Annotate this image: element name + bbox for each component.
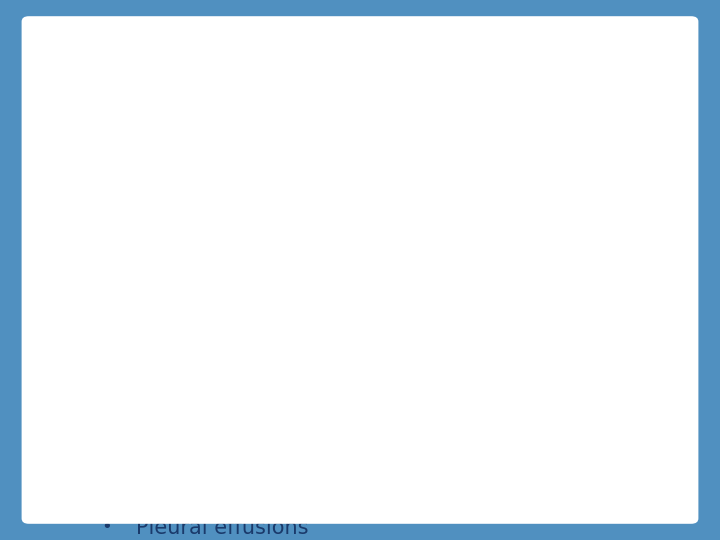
Text: Clinical: Signs of HF: Clinical: Signs of HF bbox=[78, 61, 642, 109]
Text: CM: Displaced apical impulse: CM: Displaced apical impulse bbox=[137, 226, 442, 246]
Text: •: • bbox=[49, 124, 72, 158]
Text: •: • bbox=[101, 258, 112, 276]
Text: Ascites: Ascites bbox=[137, 487, 211, 507]
Text: Edema of lower extremities: Edema of lower extremities bbox=[137, 364, 424, 385]
Text: •: • bbox=[101, 291, 112, 309]
Text: •: • bbox=[101, 364, 112, 383]
Text: Left Heart Failure: Left Heart Failure bbox=[88, 124, 323, 148]
Text: Hepatomegaly, RUQ tenderness: Hepatomegaly, RUQ tenderness bbox=[137, 457, 472, 477]
Text: •: • bbox=[101, 426, 112, 444]
Text: Pleural effusions: Pleural effusions bbox=[137, 193, 309, 213]
Text: •: • bbox=[101, 160, 112, 179]
Text: •: • bbox=[101, 226, 112, 244]
Text: Right Heart Failure:: Right Heart Failure: bbox=[88, 328, 351, 352]
Text: •: • bbox=[49, 328, 72, 362]
Text: •: • bbox=[101, 487, 112, 505]
Text: Pleural effusions: Pleural effusions bbox=[137, 518, 309, 538]
Text: •: • bbox=[101, 395, 112, 414]
Text: •: • bbox=[101, 457, 112, 475]
Text: •: • bbox=[101, 518, 112, 536]
Text: •: • bbox=[101, 193, 112, 211]
Text: ACC/AHA Guidelines 2013: ACC/AHA Guidelines 2013 bbox=[508, 495, 671, 508]
Text: RVS3, murmur of TR: RVS3, murmur of TR bbox=[137, 426, 348, 446]
Text: Elevated JVP/+ HJR: Elevated JVP/+ HJR bbox=[137, 395, 334, 415]
Text: :: : bbox=[311, 124, 321, 148]
Text: Tachycardia, LVS3, murmur of MR: Tachycardia, LVS3, murmur of MR bbox=[137, 258, 486, 278]
Text: Narrow pulse pressure: Narrow pulse pressure bbox=[137, 291, 370, 311]
Text: Rales: Rales bbox=[137, 160, 193, 181]
